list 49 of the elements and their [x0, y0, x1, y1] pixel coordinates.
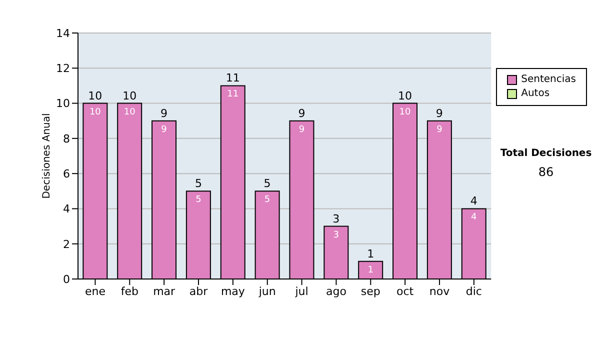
data-label: 11: [227, 90, 239, 100]
y-axis-title: Decisiones Anual: [42, 113, 53, 199]
x-tick-label: dic: [466, 284, 482, 298]
x-tick-label: ago: [326, 284, 347, 298]
total-label: 5: [264, 177, 271, 190]
total-label: 4: [470, 194, 478, 208]
legend-label: Sentencias: [521, 73, 576, 87]
x-tick-label: jul: [294, 284, 308, 298]
data-label: 10: [124, 107, 136, 118]
data-label: 10: [399, 107, 412, 118]
data-label: 4: [470, 212, 477, 223]
x-tick-label: sep: [360, 284, 380, 298]
total-label: 10: [398, 89, 412, 102]
total-label: 9: [436, 106, 443, 120]
x-tick-label: feb: [120, 284, 138, 298]
x-tick-label: mar: [153, 284, 176, 298]
y-tick-label: 6: [63, 167, 70, 180]
y-tick-label: 4: [63, 202, 70, 216]
data-label: 3: [333, 230, 340, 240]
total-label: 10: [88, 89, 102, 102]
x-tick-label: jun: [258, 284, 276, 298]
x-tick-label: ene: [84, 284, 106, 298]
data-label: 10: [89, 107, 102, 118]
x-tick-label: abr: [189, 284, 208, 298]
y-tick-label: 0: [63, 272, 70, 286]
data-label: 9: [161, 124, 168, 135]
text: Total Decisiones: [500, 148, 592, 159]
data-label: 1: [368, 265, 374, 276]
x-tick-label: may: [220, 284, 246, 298]
total-label: 5: [194, 177, 202, 190]
total-label: 11: [226, 72, 240, 85]
x-tick-label: oct: [396, 284, 414, 298]
legend-label: Autos: [521, 87, 550, 101]
data-label: 5: [264, 195, 270, 206]
text: 86: [537, 165, 555, 179]
total-label: 3: [332, 212, 340, 226]
total-label: 1: [367, 247, 374, 260]
data-label: 9: [436, 124, 443, 135]
y-tick-label: 10: [56, 97, 70, 110]
data-label: 5: [196, 195, 202, 206]
y-tick-label: 8: [63, 132, 70, 146]
total-label: 9: [298, 106, 306, 120]
data-label: 9: [298, 124, 305, 135]
y-tick-label: 2: [63, 238, 70, 251]
x-tick-label: nov: [429, 284, 450, 298]
total-label: 10: [122, 89, 137, 102]
y-tick-label: 14: [56, 26, 70, 40]
y-tick-label: 12: [56, 62, 70, 76]
total-label: 9: [160, 106, 168, 120]
